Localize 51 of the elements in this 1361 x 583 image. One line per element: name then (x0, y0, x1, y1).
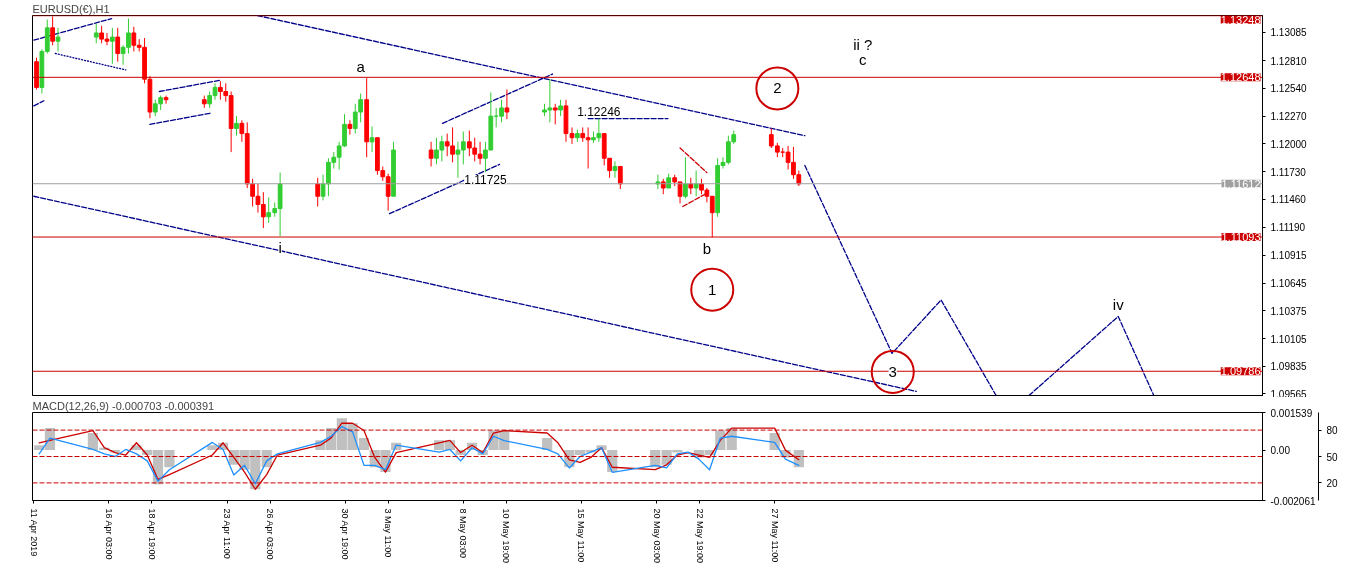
x-tick-label: 16 Apr 03:00 (104, 508, 114, 560)
annotation: ii ? (853, 35, 873, 53)
y-tick-label: 1.13085 (1270, 27, 1308, 39)
x-tick-label: 3 May 11:00 (383, 508, 394, 558)
y-tick-label: 1.12270 (1270, 111, 1308, 123)
y-tick-label: -0.002061 (1270, 495, 1316, 507)
ref-line-label: 1.13248 (1220, 13, 1261, 26)
chart-title: EURUSD(€),H1 (32, 3, 110, 15)
x-tick-label: 11 Apr 2019 (28, 508, 39, 557)
annotation: 1.12246 (577, 104, 621, 119)
x-tick-label: 22 May 19:00 (694, 508, 705, 564)
annotation: iv (1112, 296, 1125, 314)
y-tick-label: 1.09565 (1270, 388, 1308, 400)
annotation: b (702, 240, 712, 258)
x-tick-label: 10 May 19:00 (501, 508, 512, 564)
annotation: 1.11725 (464, 173, 508, 188)
x-tick-label: 15 May 11:00 (576, 508, 587, 563)
y-tick-label: 1.12540 (1270, 83, 1308, 95)
annotation: c (859, 50, 867, 68)
y-tick-label: 1.12000 (1270, 138, 1308, 150)
ref-line-label: 1.09786 (1220, 365, 1261, 378)
x-tick-label: 18 Apr 19:00 (146, 508, 157, 560)
x-tick-label: 26 Apr 03:00 (265, 508, 276, 560)
x-tick-label: 27 May 11:00 (769, 508, 780, 563)
ref-line-label: 1.11093 (1221, 231, 1261, 244)
ref-line-label: 1.12648 (1220, 71, 1261, 84)
y-tick-label: 1.10105 (1270, 333, 1308, 345)
annotation: 2 (773, 79, 782, 97)
y-tick-label: 0.00 (1270, 445, 1291, 457)
chart-title: MACD(12,26,9) -0.000703 -0.000391 (32, 400, 215, 412)
y-tick-label: 1.10915 (1270, 250, 1308, 262)
y2-tick-label: 80 (1326, 425, 1339, 437)
x-tick-label: 20 May 03:00 (651, 508, 662, 564)
y-tick-label: 1.10645 (1270, 278, 1308, 290)
y-tick-label: 1.10375 (1270, 305, 1308, 317)
y2-tick-label: 20 (1326, 477, 1339, 489)
annotation: i (278, 239, 282, 257)
y-tick-label: 1.11190 (1270, 222, 1306, 234)
y-tick-label: 1.11730 (1270, 166, 1307, 178)
x-tick-label: 30 Apr 19:00 (340, 508, 351, 560)
y-tick-label: 1.11460 (1270, 194, 1307, 206)
y-tick-label: 1.12810 (1270, 55, 1308, 67)
y-tick-label: 0.001539 (1270, 407, 1313, 419)
annotation: a (356, 58, 366, 76)
x-tick-label: 23 Apr 11:00 (222, 508, 233, 559)
y-tick-label: 1.09835 (1270, 361, 1308, 373)
annotation: 3 (888, 362, 897, 380)
annotation: 1 (708, 280, 717, 298)
y2-tick-label: 50 (1326, 451, 1339, 463)
ref-line-label: 1.11612 (1221, 177, 1261, 190)
x-tick-label: 8 May 03:00 (458, 508, 469, 559)
